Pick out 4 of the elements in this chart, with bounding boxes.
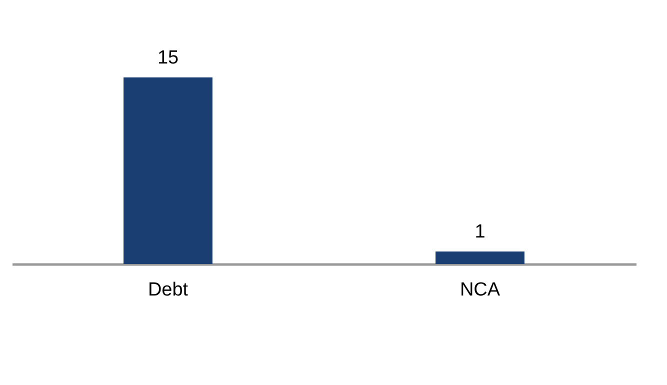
x-tick-label: Debt — [148, 280, 189, 300]
data-label: 1 — [474, 222, 486, 243]
x-tick-label: NCA — [460, 280, 500, 300]
data-label: 15 — [157, 47, 179, 68]
